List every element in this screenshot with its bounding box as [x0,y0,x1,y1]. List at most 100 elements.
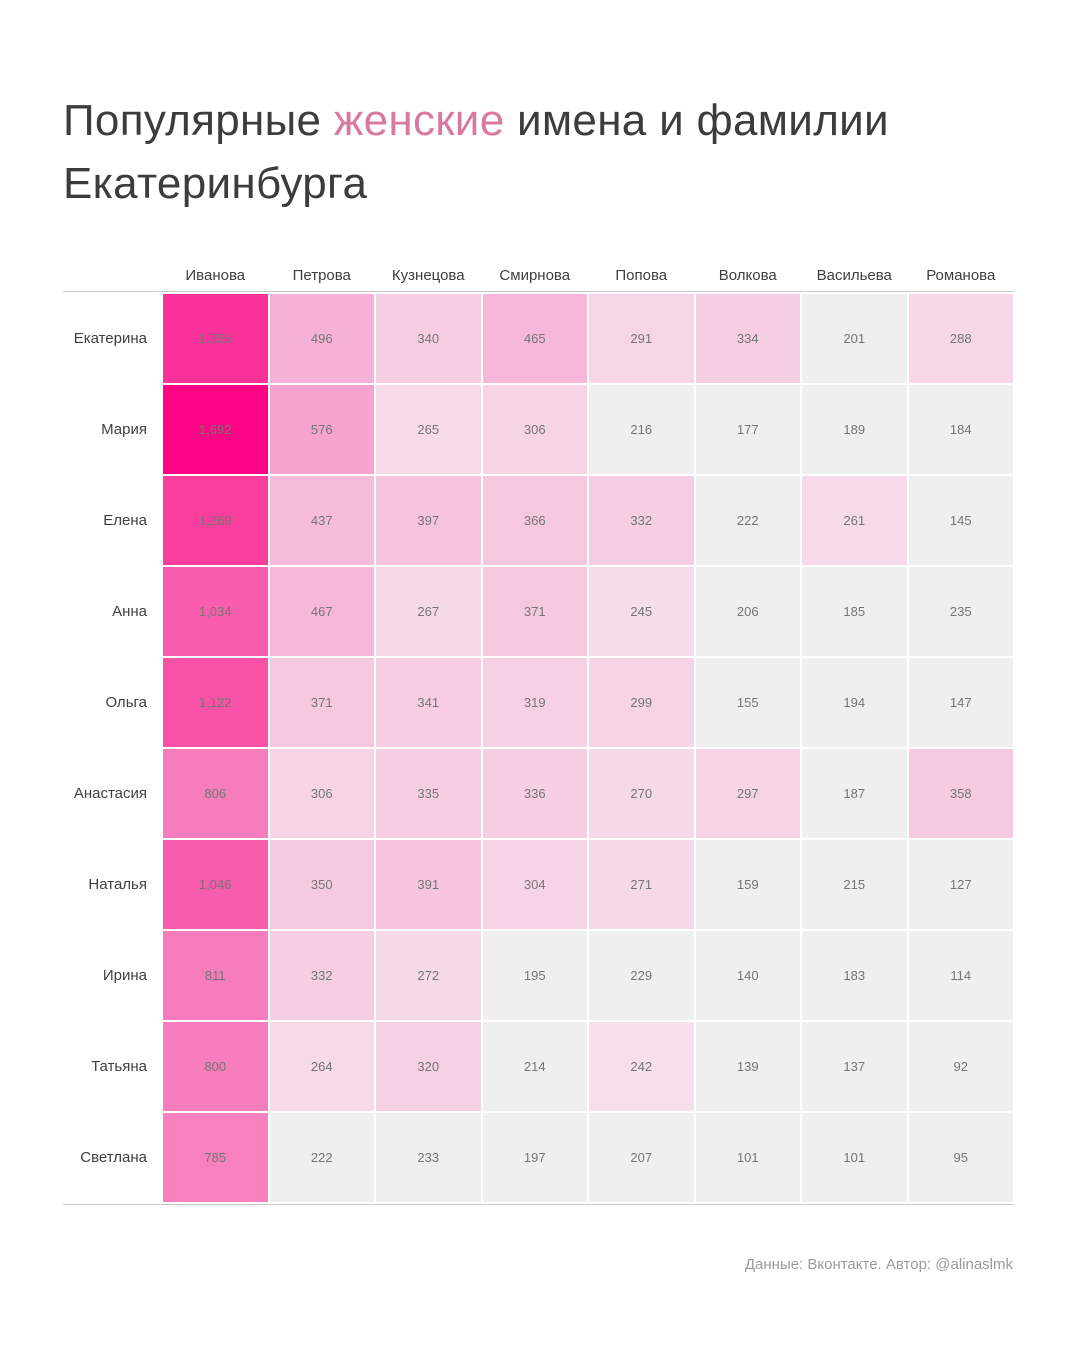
heatmap-cell: 207 [589,1113,694,1202]
heatmap-cell: 216 [589,385,694,474]
title-line2: Екатеринбурга [63,159,368,209]
heatmap-cell: 139 [695,1022,800,1111]
heatmap-cell: 811 [163,931,268,1020]
heatmap-cell: 299 [589,658,694,747]
heatmap-cell: 576 [269,385,374,474]
heatmap-cell: 215 [802,840,907,929]
heatmap-cell: 233 [376,1113,481,1202]
heatmap-cell: 297 [695,749,800,838]
heatmap-cell: 291 [589,294,694,383]
column-header: Романова [926,267,996,284]
heatmap-cell: 270 [589,749,694,838]
heatmap-cell: 1,692 [163,385,268,474]
column-header-row: Иванова Петрова Кузнецова Смирнова Попова Вол… [63,254,1013,291]
row-label: Анна [63,567,161,656]
heatmap-cell: 340 [376,294,481,383]
heatmap-cell: 366 [482,476,587,565]
heatmap-cell: 336 [482,749,587,838]
column-header: Петрова [292,267,351,284]
row-label: Мария [63,385,161,474]
heatmap-row: Ирина 811 332 272 195 229 140 183 114 [63,931,1013,1020]
heatmap-row: Елена 1,269 437 397 366 332 222 261 145 [63,476,1013,565]
heatmap-cell: 1,046 [163,840,268,929]
heatmap-cell: 214 [482,1022,587,1111]
heatmap-row: Наталья 1,046 350 391 304 271 159 215 127 [63,840,1013,929]
title-part1: Популярные [63,96,334,146]
heatmap-row: Екатерина 1,355 496 340 465 291 334 201 288 [63,294,1013,383]
heatmap-cell: 101 [695,1113,800,1202]
heatmap-row: Ольга 1,122 371 341 319 299 155 194 147 [63,658,1013,747]
row-label: Ирина [63,931,161,1020]
heatmap-cell: 371 [269,658,374,747]
heatmap-cell: 341 [376,658,481,747]
heatmap-cell: 189 [802,385,907,474]
heatmap-row: Анастасия 806 306 335 336 270 297 187 358 [63,749,1013,838]
column-header: Кузнецова [391,267,465,284]
title-part2: имена и фамилии [504,96,889,146]
heatmap-cell: 242 [589,1022,694,1111]
heatmap-row: Татьяна 800 264 320 214 242 139 137 92 [63,1022,1013,1111]
heatmap-cell: 332 [269,931,374,1020]
heatmap-cell: 145 [908,476,1013,565]
heatmap-cell: 201 [802,294,907,383]
row-label: Екатерина [63,294,161,383]
heatmap-grid-frame: Екатерина 1,355 496 340 465 291 334 201 288 Мария… [63,291,1013,1205]
heatmap-cell: 806 [163,749,268,838]
heatmap-cell: 159 [695,840,800,929]
column-header: Попова [615,267,668,284]
heatmap-grid: Екатерина 1,355 496 340 465 291 334 201 288 Мария… [63,294,1013,1202]
heatmap-cell: 185 [802,567,907,656]
heatmap-cell: 177 [695,385,800,474]
heatmap-cell: 288 [908,294,1013,383]
heatmap-row: Светлана 785 222 233 197 207 101 101 95 [63,1113,1013,1202]
page-title: Популярные женские имена и фамилии Екатер… [63,89,889,215]
row-label: Наталья [63,840,161,929]
heatmap-cell: 496 [269,294,374,383]
heatmap-cell: 137 [802,1022,907,1111]
heatmap-cell: 235 [908,567,1013,656]
heatmap-cell: 800 [163,1022,268,1111]
heatmap-cell: 397 [376,476,481,565]
heatmap-cell: 306 [482,385,587,474]
heatmap-cell: 92 [908,1022,1013,1111]
heatmap-row: Мария 1,692 576 265 306 216 177 189 184 [63,385,1013,474]
heatmap-cell: 222 [695,476,800,565]
heatmap-cell: 332 [589,476,694,565]
heatmap-cell: 271 [589,840,694,929]
heatmap-cell: 334 [695,294,800,383]
column-header: Иванова [185,267,246,284]
heatmap-cell: 197 [482,1113,587,1202]
heatmap-cell: 1,034 [163,567,268,656]
heatmap-cell: 261 [802,476,907,565]
heatmap-cell: 335 [376,749,481,838]
heatmap-cell: 140 [695,931,800,1020]
column-header: Васильева [816,267,892,284]
heatmap-cell: 245 [589,567,694,656]
heatmap-cell: 222 [269,1113,374,1202]
heatmap-cell: 184 [908,385,1013,474]
heatmap-cell: 229 [589,931,694,1020]
heatmap-cell: 319 [482,658,587,747]
heatmap-cell: 267 [376,567,481,656]
heatmap-chart: Иванова Петрова Кузнецова Смирнова Попова Вол… [63,254,1013,1205]
heatmap-cell: 1,269 [163,476,268,565]
row-label: Татьяна [63,1022,161,1111]
heatmap-cell: 1,122 [163,658,268,747]
heatmap-cell: 265 [376,385,481,474]
row-label: Ольга [63,658,161,747]
heatmap-cell: 391 [376,840,481,929]
heatmap-cell: 206 [695,567,800,656]
column-header: Смирнова [499,267,571,284]
heatmap-cell: 467 [269,567,374,656]
heatmap-cell: 304 [482,840,587,929]
heatmap-cell: 264 [269,1022,374,1111]
heatmap-cell: 272 [376,931,481,1020]
heatmap-cell: 785 [163,1113,268,1202]
heatmap-cell: 95 [908,1113,1013,1202]
heatmap-cell: 465 [482,294,587,383]
row-label: Анастасия [63,749,161,838]
credit-line: Данные: Вконтакте. Автор: @alinaslmk [744,1256,1013,1273]
row-label: Елена [63,476,161,565]
heatmap-cell: 1,355 [163,294,268,383]
